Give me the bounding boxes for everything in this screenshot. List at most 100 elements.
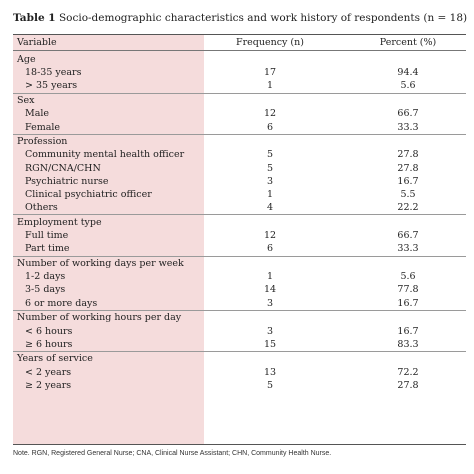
frequency-value: 12 — [263, 108, 277, 120]
percent-value: 66.7 — [397, 230, 419, 242]
frequency-value: 5 — [266, 379, 274, 391]
frequency-value: 17 — [263, 67, 277, 79]
frequency-value: 1 — [266, 271, 274, 283]
frequency-value: 1 — [266, 80, 274, 92]
row-label: 1-2 days — [25, 271, 66, 283]
frequency-value: 6 — [266, 243, 274, 255]
row-label: < 2 years — [25, 366, 72, 378]
row-label: Others — [25, 202, 58, 214]
percent-value: 66.7 — [397, 108, 419, 120]
table-caption: Table 1 Socio-demographic characteristic… — [13, 12, 467, 24]
row-label: Female — [25, 121, 61, 133]
percent-value: 27.8 — [397, 149, 419, 161]
table-row: RGN/CNA/CHN 5 27.8 — [13, 163, 466, 178]
frequency-value: 13 — [263, 366, 277, 378]
percent-value: 72.2 — [397, 366, 419, 378]
section-divider — [13, 255, 466, 257]
row-label: 6 or more days — [25, 297, 98, 309]
frequency-value: 12 — [263, 230, 277, 242]
table-row: < 2 years 13 72.2 — [13, 367, 466, 382]
table-caption-text: Socio-demographic characteristics and wo… — [58, 12, 468, 24]
percent-value: 77.8 — [397, 284, 419, 296]
section-title-row: Number of working hours per day — [13, 312, 466, 327]
section-title-row: Years of service — [13, 353, 466, 368]
row-label: RGN/CNA/CHN — [25, 162, 101, 174]
section-title-row: Employment type — [13, 217, 466, 232]
row-label: Community mental health officer — [25, 149, 185, 161]
row-label: 3-5 days — [25, 284, 66, 296]
frequency-value: 3 — [266, 297, 274, 309]
table-row: 3-5 days 14 77.8 — [13, 284, 466, 299]
frequency-value: 15 — [263, 338, 277, 350]
table-row: < 6 hours 3 16.7 — [13, 326, 466, 341]
row-label: > 35 years — [25, 80, 78, 92]
frequency-value: 5 — [266, 162, 274, 174]
section-title-row: Sex — [13, 95, 466, 110]
percent-value: 94.4 — [397, 67, 419, 79]
section-divider — [13, 350, 466, 352]
table-footnote: Note. RGN, Registered General Nurse; CNA… — [13, 450, 332, 457]
frequency-value: 4 — [266, 202, 274, 214]
percent-value: 27.8 — [397, 162, 419, 174]
frequency-value: 6 — [266, 121, 274, 133]
section-title: Years of service — [17, 353, 93, 365]
percent-value: 5.5 — [400, 189, 416, 200]
percent-value: 16.7 — [397, 175, 419, 187]
bottom-rule — [13, 444, 466, 445]
table-row: Others 4 22.2 — [13, 202, 466, 217]
column-header-variable: Variable — [17, 37, 57, 48]
row-label: Part time — [25, 243, 70, 255]
table-row: 18-35 years 17 94.4 — [13, 67, 466, 82]
frequency-value: 3 — [266, 325, 274, 337]
section-title: Age — [17, 54, 36, 65]
section-divider — [13, 309, 466, 311]
section-title: Sex — [17, 95, 35, 107]
row-label: Male — [25, 108, 50, 120]
table-row: Full time 12 66.7 — [13, 230, 466, 245]
table-row: Female 6 33.3 — [13, 122, 466, 137]
percent-value: 83.3 — [397, 338, 419, 350]
frequency-value: 1 — [266, 189, 274, 200]
row-label: < 6 hours — [25, 325, 73, 337]
variable-column-shading — [13, 34, 204, 444]
row-label: ≥ 6 hours — [25, 338, 73, 350]
table-row: > 35 years 1 5.6 — [13, 80, 466, 95]
table-row: Psychiatric nurse 3 16.7 — [13, 176, 466, 191]
row-label: Full time — [25, 230, 69, 242]
percent-value: 22.2 — [397, 202, 419, 214]
section-title-row: Age — [13, 54, 466, 69]
table-row: ≥ 2 years 5 27.8 — [13, 380, 466, 395]
table-row: ≥ 6 hours 15 83.3 — [13, 339, 466, 354]
row-label: Clinical psychiatric officer — [25, 189, 152, 200]
table-row: Part time 6 33.3 — [13, 243, 466, 258]
column-header-percent-text: Percent (%) — [379, 37, 437, 48]
frequency-value: 5 — [266, 149, 274, 161]
table-row: 1-2 days 1 5.6 — [13, 271, 466, 286]
table-row: Community mental health officer 5 27.8 — [13, 149, 466, 164]
table-row: Male 12 66.7 — [13, 108, 466, 123]
section-title-row: Number of working days per week — [13, 258, 466, 273]
section-title: Profession — [17, 136, 68, 148]
percent-value: 5.6 — [400, 271, 416, 283]
top-rule — [13, 34, 466, 35]
section-title: Number of working days per week — [17, 258, 184, 269]
section-divider — [13, 133, 466, 135]
percent-value: 16.7 — [397, 325, 419, 337]
percent-value: 27.8 — [397, 379, 419, 391]
percent-value: 16.7 — [397, 297, 419, 309]
row-label: Psychiatric nurse — [25, 175, 109, 187]
percent-value: 5.6 — [400, 80, 416, 92]
frequency-value: 3 — [266, 175, 274, 187]
row-label: ≥ 2 years — [25, 379, 72, 391]
section-title-row: Profession — [13, 136, 466, 151]
table-row: Clinical psychiatric officer 1 5.5 — [13, 189, 466, 204]
percent-value: 33.3 — [397, 243, 419, 255]
table-caption-label: Table 1 — [13, 12, 56, 24]
percent-value: 33.3 — [397, 121, 419, 133]
section-title: Number of working hours per day — [17, 312, 182, 324]
table-row: 6 or more days 3 16.7 — [13, 298, 466, 313]
section-divider — [13, 214, 466, 216]
section-divider — [13, 92, 466, 94]
frequency-value: 14 — [263, 284, 277, 296]
